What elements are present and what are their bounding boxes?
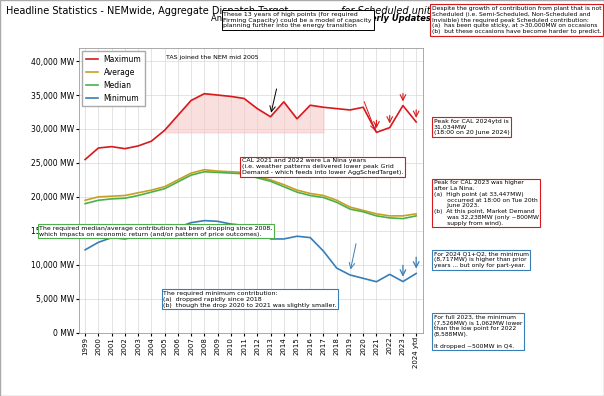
Text: for Scheduled units only: for Scheduled units only: [341, 6, 460, 16]
Text: The required median/average contribution has been dropping since 2008,
which imp: The required median/average contribution…: [39, 226, 272, 236]
Text: For 2024 Q1+Q2, the minimum
(8,717MW) is higher than prior
years ... but only fo: For 2024 Q1+Q2, the minimum (8,717MW) is…: [434, 251, 528, 268]
Text: These 13 years of high points (for required
Firming Capacity) could be a model o: These 13 years of high points (for requi…: [223, 12, 372, 29]
Text: Peak for CAL 2024ytd is
31,034MW
(18:00 on 20 June 2024): Peak for CAL 2024ytd is 31,034MW (18:00 …: [434, 119, 509, 135]
Text: The required minimum contribution:
(a)  dropped rapidly since 2018
(b)  though t: The required minimum contribution: (a) d…: [163, 291, 336, 308]
Text: Analysis prepared for GenInsights: Analysis prepared for GenInsights: [211, 14, 357, 23]
Legend: Maximum, Average, Median, Minimum: Maximum, Average, Median, Minimum: [82, 51, 146, 107]
Text: Peak for CAL 2023 was higher
after La Nina.
(a)  High point (at 33,447MW)
      : Peak for CAL 2023 was higher after La Ni…: [434, 180, 539, 226]
Text: Headline Statistics - NEMwide, Aggregate Dispatch Target: Headline Statistics - NEMwide, Aggregate…: [6, 6, 292, 16]
Text: CAL 2021 and 2022 were La Nina years
(i.e. weather patterns delivered lower peak: CAL 2021 and 2022 were La Nina years (i.…: [242, 158, 403, 175]
Text: TAS joined the NEM mid 2005: TAS joined the NEM mid 2005: [166, 55, 259, 60]
Text: For full 2023, the minimum
(7,526MW) is 1,062MW lower
than the low point for 202: For full 2023, the minimum (7,526MW) is …: [434, 315, 522, 349]
Text: Quarterly Updates: Quarterly Updates: [344, 14, 431, 23]
Text: Despite the growth of contribution from plant that is not
Scheduled (i.e. Semi-S: Despite the growth of contribution from …: [432, 6, 602, 34]
